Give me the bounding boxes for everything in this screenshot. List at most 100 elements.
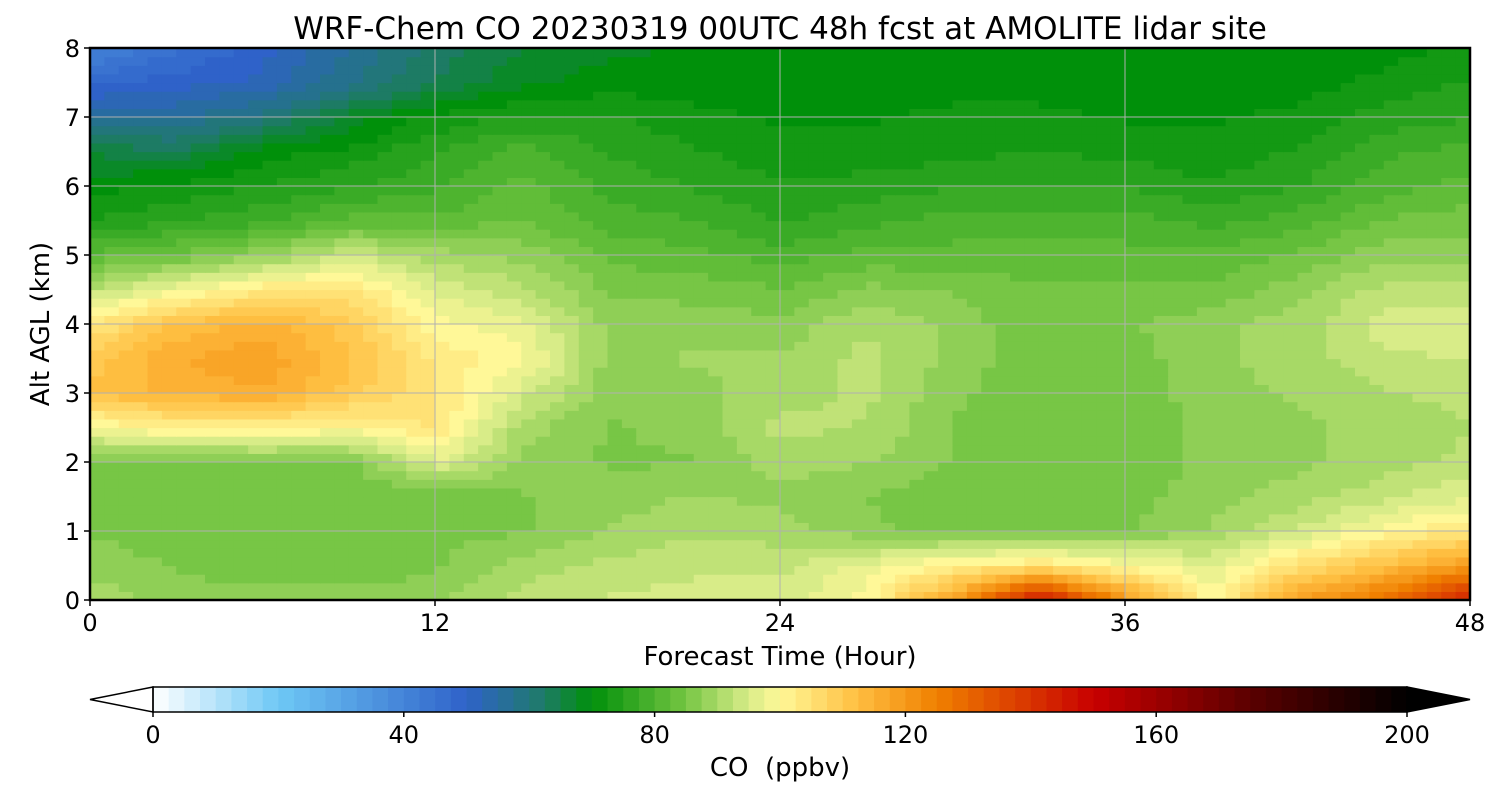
contour-cell [1283, 591, 1299, 601]
contour-cell [90, 186, 105, 196]
contour-cell [1182, 444, 1198, 454]
contour-cell [736, 160, 752, 170]
contour-cell [1426, 246, 1442, 256]
contour-cell [320, 384, 335, 394]
contour-cell [1211, 522, 1227, 532]
contour-cell [866, 194, 882, 204]
contour-cell [205, 151, 220, 161]
contour-cell [190, 375, 206, 385]
contour-cell [1081, 367, 1097, 377]
contour-cell [1455, 289, 1471, 299]
contour-cell [866, 306, 882, 316]
contour-cell [406, 332, 422, 342]
contour-cell [1038, 444, 1054, 454]
contour-cell [851, 496, 867, 506]
contour-cell [449, 531, 465, 541]
contour-cell [1153, 332, 1169, 342]
contour-cell [176, 427, 192, 437]
contour-cell [880, 203, 896, 213]
contour-cell [1211, 280, 1227, 291]
contour-cell [147, 324, 163, 334]
contour-cell [780, 556, 795, 567]
contour-cell [952, 306, 968, 316]
contour-cell [1024, 539, 1040, 549]
contour-cell [133, 220, 149, 230]
contour-cell [621, 315, 637, 325]
contour-cell [90, 436, 105, 446]
contour-cell [320, 358, 335, 368]
contour-cell [535, 255, 551, 265]
contour-cell [909, 479, 925, 489]
contour-cell [492, 574, 508, 584]
contour-cell [1081, 306, 1097, 316]
contour-cell [1196, 349, 1212, 360]
contour-cell [1340, 168, 1356, 178]
contour-cell [665, 444, 680, 454]
contour-cell [938, 539, 954, 549]
contour-cell [880, 375, 896, 385]
contour-cell [377, 263, 393, 273]
contour-cell [176, 539, 192, 549]
contour-cell [564, 332, 580, 342]
contour-cell [1340, 177, 1356, 187]
contour-cell [1053, 358, 1069, 368]
contour-cell [1125, 289, 1140, 299]
contour-cell [1211, 470, 1227, 480]
contour-cell [966, 298, 982, 308]
contour-cell [449, 367, 465, 377]
contour-cell [895, 401, 910, 411]
contour-cell [1196, 203, 1212, 213]
contour-cell [1125, 151, 1140, 161]
contour-cell [478, 151, 494, 161]
contour-cell [1110, 298, 1126, 308]
contour-cell [621, 194, 637, 204]
contour-cell [478, 513, 494, 523]
contour-cell [1081, 556, 1097, 567]
contour-cell [1355, 332, 1370, 342]
contour-cell [391, 255, 407, 265]
contour-cell [808, 289, 824, 299]
contour-cell [794, 186, 810, 196]
contour-cell [1254, 384, 1270, 394]
contour-cell [1297, 332, 1313, 342]
contour-cell [1010, 341, 1025, 351]
contour-cell [449, 427, 465, 437]
contour-cell [535, 574, 551, 584]
contour-cell [1426, 272, 1442, 282]
contour-cell [1254, 401, 1270, 411]
contour-cell [794, 280, 810, 291]
contour-cell [621, 289, 637, 299]
contour-cell [708, 272, 724, 282]
contour-cell [435, 315, 450, 325]
contour-cell [679, 470, 695, 480]
contour-cell [1125, 349, 1140, 360]
contour-cell [1125, 531, 1140, 541]
contour-cell [1153, 237, 1169, 247]
contour-cell [1268, 556, 1284, 567]
contour-cell [1355, 436, 1370, 446]
contour-cell [880, 349, 896, 360]
contour-cell [593, 401, 609, 411]
contour-cell [492, 315, 508, 325]
contour-cell [1139, 289, 1155, 299]
contour-cell [377, 280, 393, 291]
contour-cell [1125, 375, 1140, 385]
contour-cell [995, 496, 1011, 506]
contour-cell [1182, 522, 1198, 532]
contour-cell [895, 255, 910, 265]
contour-cell [1081, 203, 1097, 213]
contour-cell [506, 410, 522, 420]
contour-cell [1283, 522, 1299, 532]
contour-cell [1182, 151, 1198, 161]
contour-cell [923, 272, 939, 282]
contour-cell [291, 548, 307, 558]
contour-cell [1110, 272, 1126, 282]
contour-cell [1182, 410, 1198, 420]
contour-cell [621, 332, 637, 342]
contour-cell [952, 358, 968, 368]
contour-cell [377, 229, 393, 239]
contour-cell [1053, 410, 1069, 420]
contour-cell [90, 341, 105, 351]
contour-cell [1240, 324, 1255, 334]
contour-cell [363, 393, 379, 403]
